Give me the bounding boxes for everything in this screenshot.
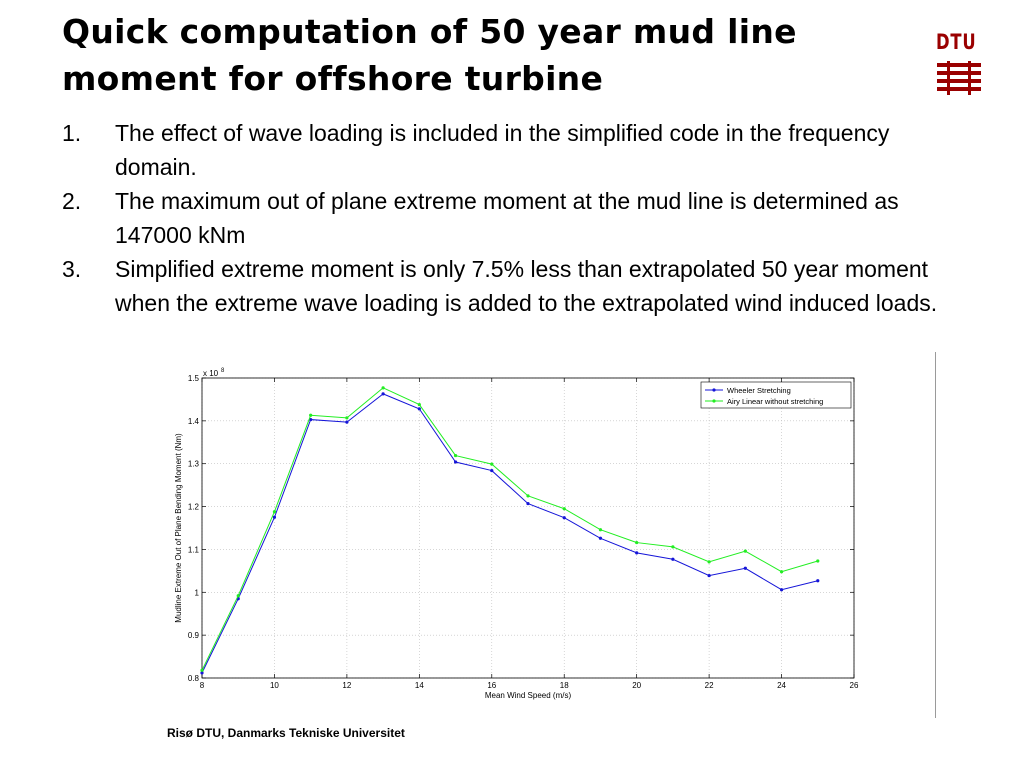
data-point [816, 559, 820, 563]
y-axis-label: Mudline Extreme Out of Plane Bending Mom… [174, 433, 183, 623]
x-tick-label: 20 [632, 681, 641, 690]
bullet-number: 3. [62, 256, 82, 282]
data-point [417, 407, 421, 411]
y-tick-label: 1 [195, 588, 200, 597]
data-point [490, 468, 494, 473]
data-point [200, 668, 204, 672]
bullet-list: 1. The effect of wave loading is include… [62, 116, 962, 320]
y-tick-label: 1.2 [188, 503, 200, 512]
dtu-logo-text: DTU [936, 30, 977, 54]
y-tick-label: 1.4 [188, 417, 200, 426]
data-point [345, 420, 349, 424]
bullet-item: 2. The maximum out of plane extreme mome… [62, 184, 962, 252]
legend-box [700, 381, 852, 409]
data-point [272, 515, 277, 519]
bullet-text: Simplified extreme moment is only 7.5% l… [115, 256, 938, 316]
data-point [598, 528, 603, 532]
moment-line-chart: 8 10 12 14 16 18 20 22 24 26 0.8 0.9 1 1.1 1.2 1.3 1.4 1.… [174, 368, 859, 700]
data-point [671, 545, 675, 549]
data-point [671, 557, 675, 561]
series-line [201, 393, 818, 674]
bullet-text: The effect of wave loading is included i… [115, 120, 890, 180]
x-tick-label: 18 [560, 681, 569, 690]
y-tick-label: 1.5 [188, 374, 200, 383]
x-tick-label: 16 [487, 681, 496, 690]
bullet-item: 3. Simplified extreme moment is only 7.5… [62, 252, 962, 320]
x-axis-label: Mean Wind Speed (m/s) [485, 691, 572, 700]
y-exponent-label: x 10 [203, 369, 219, 378]
data-point [417, 402, 421, 407]
y-tick-label: 1.3 [188, 460, 200, 469]
slide-title-line-2: moment for offshore turbine [62, 59, 604, 98]
y-tick-label: 1.1 [188, 545, 200, 554]
legend-marker [712, 388, 716, 392]
y-tick-label: 0.8 [188, 674, 200, 683]
bullet-number: 1. [62, 120, 82, 146]
data-point [562, 516, 566, 520]
dtu-logo-mark-icon [937, 61, 981, 95]
slide-title: Quick computation of 50 year mud line mo… [62, 8, 942, 102]
data-point [345, 416, 349, 420]
data-point [707, 560, 711, 564]
data-point [272, 510, 277, 514]
x-tick-label: 22 [705, 681, 714, 690]
data-point [743, 566, 747, 570]
legend-entry: Wheeler Stretching [727, 386, 791, 395]
y-tick-label: 0.9 [188, 631, 200, 640]
data-point [635, 540, 639, 545]
plot-frame [201, 377, 855, 679]
data-point [453, 460, 458, 464]
data-point [236, 594, 240, 598]
data-point [309, 413, 313, 417]
plot-area [202, 378, 854, 678]
data-point [707, 573, 711, 578]
x-tick-label: 26 [850, 681, 859, 690]
data-point [779, 570, 784, 574]
slide-title-line-1: Quick computation of 50 year mud line [62, 12, 797, 51]
vertical-divider [935, 352, 936, 718]
data-point [381, 386, 385, 390]
data-point [779, 588, 784, 592]
y-exponent-power: 8 [221, 368, 225, 374]
data-point [381, 392, 385, 396]
data-point [562, 507, 566, 511]
data-point [816, 579, 820, 583]
bullet-text: The maximum out of plane extreme moment … [115, 188, 899, 248]
data-point [635, 551, 639, 555]
legend-entry: Airy Linear without stretching [727, 397, 823, 406]
x-tick-label: 10 [270, 681, 279, 690]
data-point [526, 494, 530, 498]
footer-institution: Risø DTU, Danmarks Tekniske Universitet [167, 726, 405, 740]
series-line [201, 387, 818, 671]
data-point [453, 453, 458, 458]
x-tick-label: 14 [415, 681, 424, 690]
data-point [490, 462, 494, 466]
legend-marker [712, 399, 716, 403]
data-point [598, 536, 603, 540]
bullet-item: 1. The effect of wave loading is include… [62, 116, 962, 184]
data-point [743, 549, 747, 553]
data-point [200, 671, 204, 675]
x-tick-label: 24 [777, 681, 786, 690]
x-tick-label: 8 [200, 681, 205, 690]
dtu-logo: DTU [936, 30, 982, 96]
bullet-number: 2. [62, 188, 82, 214]
data-point [526, 501, 530, 506]
x-tick-label: 12 [342, 681, 351, 690]
